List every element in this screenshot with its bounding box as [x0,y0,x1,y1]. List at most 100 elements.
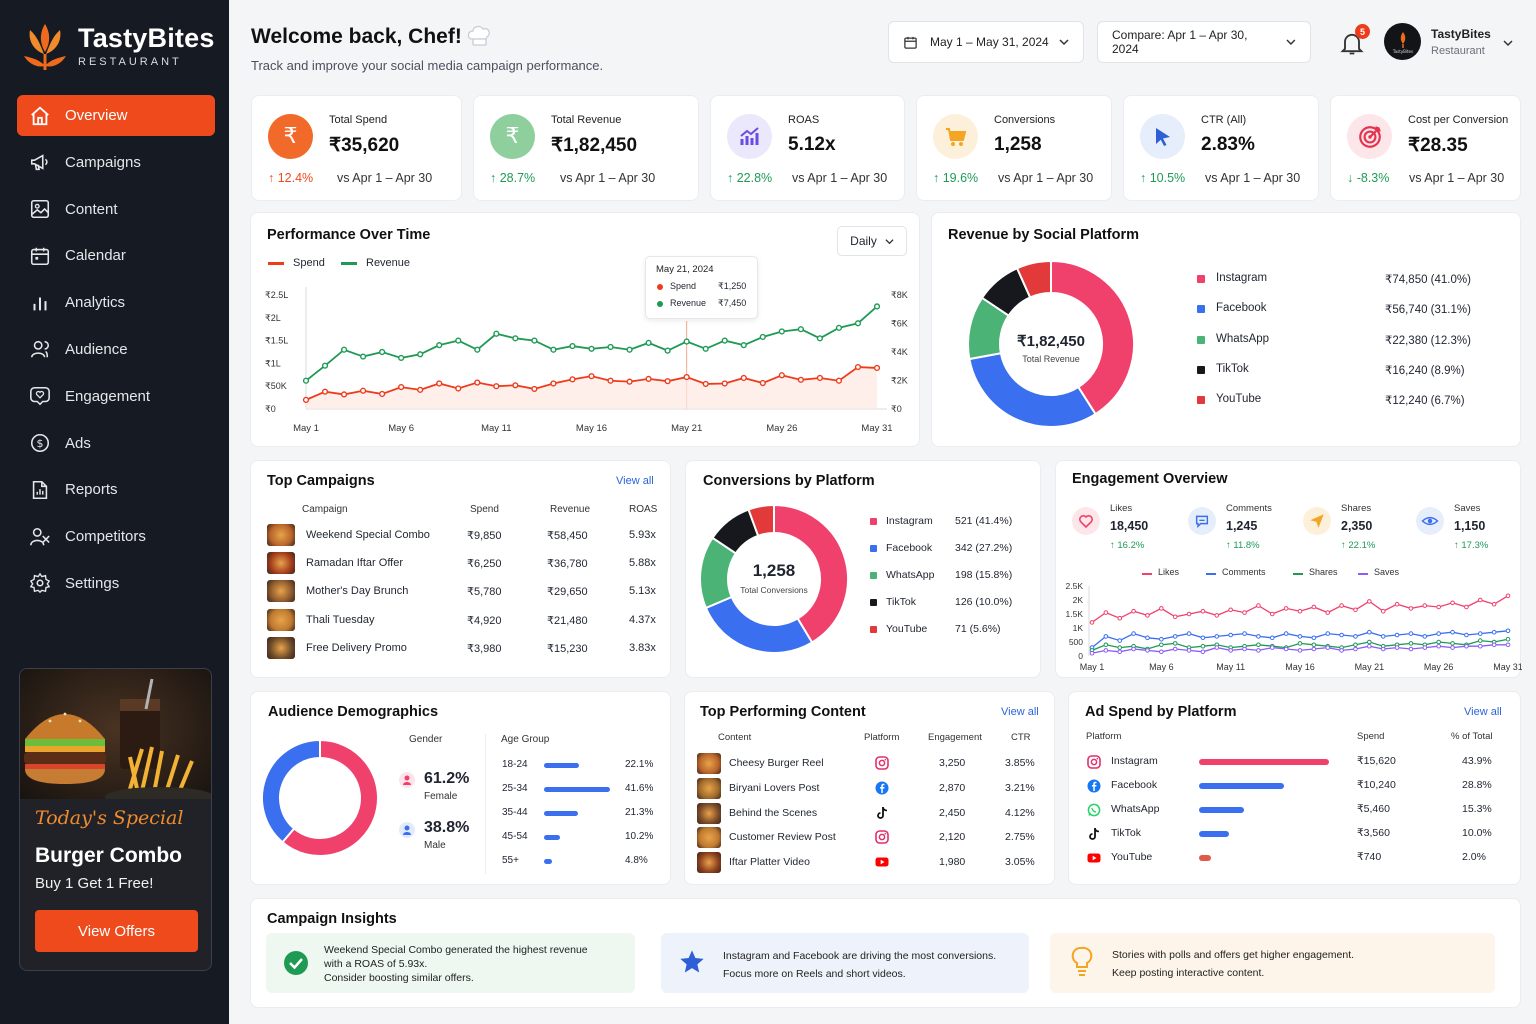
spend-point[interactable] [683,373,690,381]
top-campaigns-view-all-link[interactable]: View all [616,475,654,487]
sidebar-item-audience[interactable]: Audience [17,329,215,370]
spend-point[interactable] [721,380,728,387]
likes-point[interactable] [1089,620,1095,625]
likes-point[interactable] [1269,611,1275,617]
date-range-picker[interactable]: May 1 – May 31, 2024 [888,21,1084,63]
revenue-slice-facebook[interactable] [968,352,1097,428]
spend-point[interactable] [740,374,747,382]
shares-point[interactable] [1200,643,1206,649]
revenue-point[interactable] [379,348,386,356]
saves-point[interactable] [1477,643,1483,649]
likes-point[interactable] [1505,593,1511,599]
comments-point[interactable] [1339,632,1344,638]
comments-point[interactable] [1228,632,1233,638]
spend-point[interactable] [626,378,633,385]
likes-point[interactable] [1228,607,1233,613]
saves-point[interactable] [1464,643,1469,649]
campaign-name[interactable]: Free Delivery Promo [306,641,407,654]
likes-point[interactable] [1145,613,1150,618]
likes-point[interactable] [1311,604,1317,610]
revenue-point[interactable] [702,345,709,352]
revenue-point[interactable] [455,337,462,344]
kpi-card-cost-per-conversion[interactable]: Cost per Conversion ₹28.35 ↓ -8.3% vs Ap… [1330,95,1521,201]
spend-point[interactable] [550,380,557,387]
saves-point[interactable] [1269,645,1275,650]
likes-point[interactable] [1491,601,1497,607]
spend-point[interactable] [436,380,443,387]
top-content-view-all-link[interactable]: View all [1001,706,1039,718]
likes-point[interactable] [1172,614,1178,620]
sidebar-item-reports[interactable]: Reports [17,469,215,510]
content-name[interactable]: Biryani Lovers Post [729,781,820,794]
comments-point[interactable] [1200,635,1206,641]
shares-point[interactable] [1477,638,1483,643]
likes-point[interactable] [1117,615,1123,621]
sidebar-item-competitors[interactable]: Competitors [17,516,215,557]
chevron-down-icon[interactable] [1502,38,1514,48]
saves-point[interactable] [1256,648,1261,653]
comments-point[interactable] [1477,631,1483,636]
spend-point[interactable] [664,378,671,385]
sidebar-item-ads[interactable]: $ Ads [17,423,215,464]
revenue-point[interactable] [721,337,728,344]
saves-point[interactable] [1089,650,1095,656]
revenue-point[interactable] [645,339,652,346]
comments-point[interactable] [1436,631,1441,636]
comments-point[interactable] [1172,634,1178,639]
revenue-point[interactable] [436,342,443,349]
likes-point[interactable] [1436,604,1441,610]
revenue-point[interactable] [683,338,690,345]
spend-point[interactable] [455,385,462,392]
shares-point[interactable] [1505,636,1511,642]
comments-point[interactable] [1450,629,1455,635]
likes-point[interactable] [1131,608,1136,614]
spend-point[interactable] [759,379,766,387]
spend-point[interactable] [588,373,595,380]
saves-point[interactable] [1325,645,1331,650]
revenue-point[interactable] [359,353,367,360]
comments-point[interactable] [1491,629,1497,635]
revenue-point[interactable] [474,346,481,353]
likes-point[interactable] [1186,611,1192,617]
brand-logo[interactable]: TastyBites RESTAURANT [20,18,215,72]
shares-point[interactable] [1353,642,1358,648]
spend-point[interactable] [379,390,386,398]
conversions-slice-youtube[interactable] [747,503,775,538]
avatar[interactable]: TastyBites [1384,23,1421,60]
insight-item[interactable]: Stories with polls and offers get higher… [1050,933,1495,993]
shares-point[interactable] [1172,641,1178,646]
revenue-point[interactable] [569,342,576,350]
shares-point[interactable] [1450,641,1455,646]
revenue-point[interactable] [302,377,310,384]
shares-point[interactable] [1256,642,1261,648]
kpi-card-conversions[interactable]: Conversions 1,258 ↑ 19.6% vs Apr 1 – Apr… [916,95,1112,201]
sidebar-item-overview[interactable]: Overview [17,95,215,136]
comments-point[interactable] [1131,631,1136,636]
insight-item[interactable]: Weekend Special Combo generated the high… [266,933,635,993]
shares-point[interactable] [1408,641,1414,646]
conversions-slice-instagram[interactable] [773,503,849,644]
gender-slice-female[interactable] [281,738,379,857]
comments-point[interactable] [1117,638,1123,643]
saves-point[interactable] [1103,648,1109,653]
spend-point[interactable] [854,363,862,371]
comments-point[interactable] [1256,634,1261,639]
kpi-card-roas[interactable]: ROAS 5.12x ↑ 22.8% vs Apr 1 – Apr 30 [710,95,905,201]
content-name[interactable]: Iftar Platter Video [729,856,810,869]
comments-point[interactable] [1408,631,1414,636]
revenue-point[interactable] [588,345,595,352]
spend-point[interactable] [778,372,785,379]
likes-point[interactable] [1380,608,1386,614]
kpi-card-total-spend[interactable]: ₹ Total Spend ₹35,620 ↑ 12.4% vs Apr 1 –… [251,95,462,201]
kpi-card-ctr[interactable]: CTR (All) 2.83% ↑ 10.5% vs Apr 1 – Apr 3… [1123,95,1319,201]
revenue-point[interactable] [321,362,329,369]
gender-slice-male[interactable] [261,738,321,844]
saves-point[interactable] [1200,649,1206,655]
comments-point[interactable] [1394,632,1400,638]
likes-point[interactable] [1256,603,1261,608]
shares-point[interactable] [1367,639,1372,645]
comments-point[interactable] [1103,634,1109,639]
spend-point[interactable] [398,384,405,391]
campaign-name[interactable]: Ramadan Iftar Offer [306,557,404,570]
content-name[interactable]: Customer Review Post [729,831,836,844]
